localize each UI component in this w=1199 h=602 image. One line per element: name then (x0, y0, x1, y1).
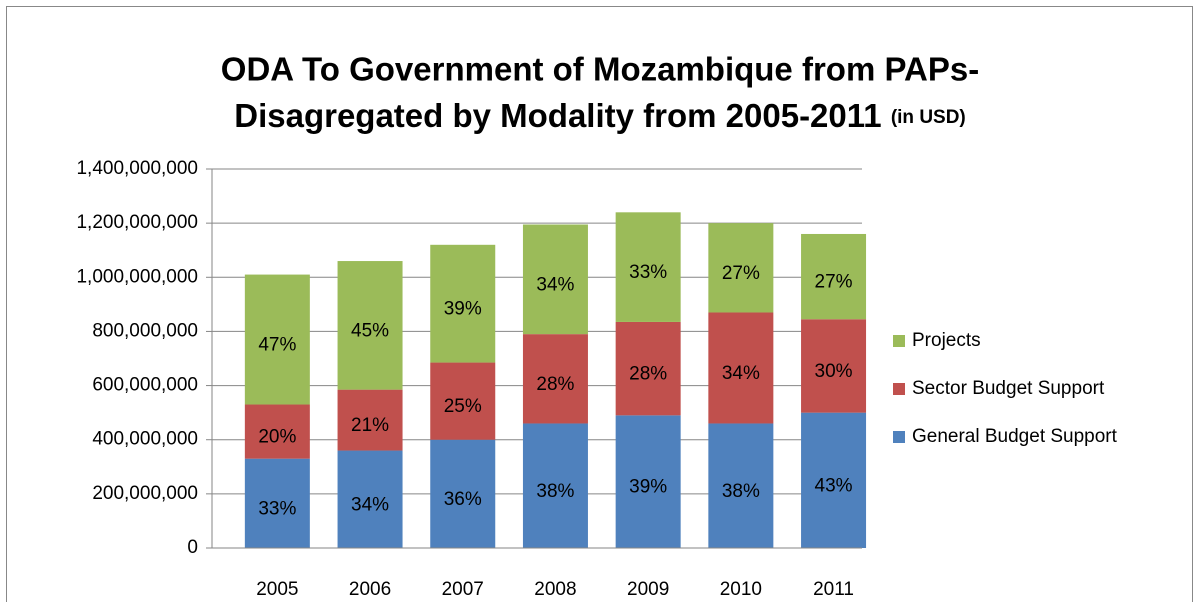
bar-segment (615, 321, 681, 416)
legend-swatch (893, 335, 905, 347)
segment-label: 43% (815, 475, 853, 496)
chart-title: ODA To Government of Mozambique from PAP… (221, 51, 979, 88)
chart-border (6, 6, 1193, 602)
y-tick-label: 800,000,000 (92, 320, 198, 341)
bar-segment (337, 261, 403, 390)
legend-swatch (893, 383, 905, 395)
y-tick-label: 600,000,000 (92, 375, 198, 396)
segment-label: 47% (258, 335, 296, 356)
bar-segment (522, 334, 588, 424)
segment-label: 38% (536, 481, 574, 502)
bar-segment (244, 404, 310, 459)
x-tick-label: 2010 (720, 579, 762, 600)
y-tick-label: 1,400,000,000 (76, 158, 198, 179)
bar-segment (708, 223, 774, 313)
segment-label: 28% (629, 364, 667, 385)
bar-segment (801, 233, 867, 320)
bar-segment (430, 439, 496, 548)
y-tick-label: 1,000,000,000 (76, 266, 198, 287)
bar-segment (615, 212, 681, 322)
segment-label: 39% (629, 477, 667, 498)
x-tick-label: 2008 (534, 579, 576, 600)
x-tick-label: 2009 (627, 579, 669, 600)
bar-segment (430, 362, 496, 440)
chart-title-unit: (in USD) (891, 107, 966, 128)
chart-title: Disagregated by Modality from 2005-2011 … (234, 97, 966, 134)
bar-segment (708, 423, 774, 548)
segment-label: 38% (722, 481, 760, 502)
bar-segment (708, 312, 774, 424)
segment-label: 27% (722, 263, 760, 284)
segment-label: 30% (815, 361, 853, 382)
x-tick-label: 2005 (256, 579, 298, 600)
x-tick-label: 2007 (442, 579, 484, 600)
segment-label: 21% (351, 415, 389, 436)
bar-segment (244, 458, 310, 548)
segment-label: 39% (444, 299, 482, 320)
bar-segment (615, 415, 681, 548)
y-tick-label: 0 (187, 537, 198, 558)
y-tick-label: 1,200,000,000 (76, 212, 198, 233)
legend-swatch (893, 431, 905, 443)
segment-label: 34% (722, 363, 760, 384)
segment-label: 25% (444, 396, 482, 417)
segment-label: 45% (351, 320, 389, 341)
segment-label: 28% (536, 374, 574, 395)
bar-segment (430, 244, 496, 363)
segment-label: 34% (351, 494, 389, 515)
bar-segment (337, 389, 403, 451)
segment-label: 33% (629, 262, 667, 283)
bar-segment (244, 274, 310, 405)
segment-label: 36% (444, 489, 482, 510)
x-tick-label: 2011 (813, 579, 854, 600)
y-tick-label: 200,000,000 (92, 483, 198, 504)
segment-label: 27% (815, 272, 853, 293)
bar-segment (801, 412, 867, 548)
segment-label: 33% (258, 498, 296, 519)
y-tick-label: 400,000,000 (92, 429, 198, 450)
x-tick-label: 2006 (349, 579, 391, 600)
bar-segment (522, 423, 588, 548)
legend-label: Sector Budget Support (912, 378, 1105, 399)
segment-label: 34% (536, 274, 574, 295)
legend-label: General Budget Support (912, 426, 1118, 447)
bar-segment (801, 319, 867, 413)
legend-label: Projects (912, 330, 981, 351)
chart-title-line: Disagregated by Modality from 2005-2011 (234, 97, 881, 134)
bar-segment (522, 224, 588, 335)
segment-label: 20% (258, 427, 296, 448)
bar-segment (337, 450, 403, 548)
